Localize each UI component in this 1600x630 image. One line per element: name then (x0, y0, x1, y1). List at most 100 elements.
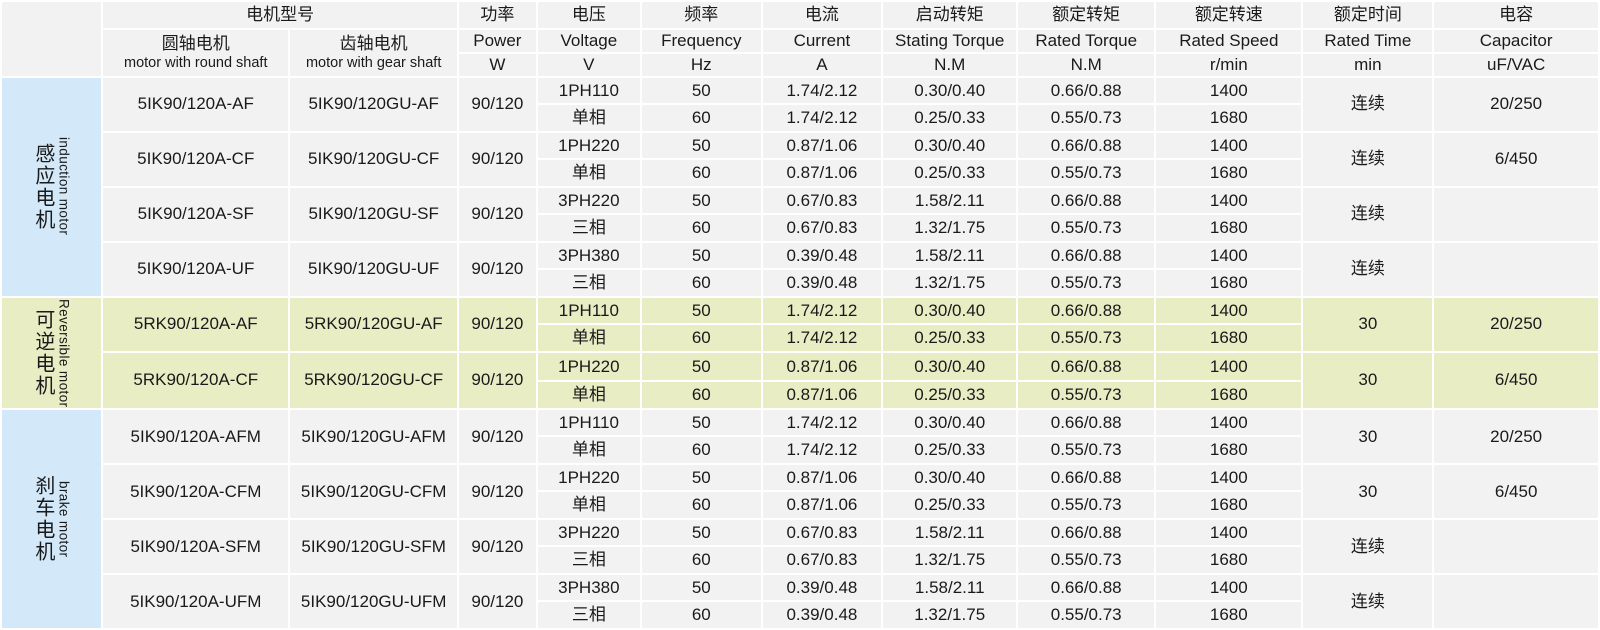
cell-power: 90/120 (459, 352, 536, 408)
header-category-corner (2, 2, 102, 76)
cell-capacitor (1434, 187, 1598, 241)
table-row: 单相 60 1.74/2.12 0.25/0.33 0.55/0.73 1680 (2, 325, 1598, 351)
cell-round-shaft-model: 5RK90/120A-CF (103, 352, 289, 408)
cell-rated-time: 连续 (1303, 77, 1433, 131)
cell-rated-speed: 1680 (1156, 270, 1302, 296)
header-cell-capacitor-cn: 电容 (1434, 2, 1598, 28)
cell-voltage: 单相 (537, 382, 640, 408)
cell-capacitor: 20/250 (1434, 297, 1598, 351)
cell-round-shaft-model: 5RK90/120A-AF (103, 297, 289, 351)
header-cell-power-cn: 功率 (459, 2, 536, 28)
cell-frequency: 60 (641, 547, 761, 573)
header-unit-frequency: Hz (641, 53, 761, 76)
cell-starting-torque: 0.30/0.40 (883, 409, 1017, 436)
table-row: 三相 60 0.67/0.83 1.32/1.75 0.55/0.73 1680 (2, 547, 1598, 573)
cell-capacitor: 6/450 (1434, 132, 1598, 186)
cell-rated-speed: 1680 (1156, 105, 1302, 131)
table-row: 5RK90/120A-CF 5RK90/120GU-CF 90/120 1PH220 5… (2, 352, 1598, 408)
header-cell-starting-torque-cn: 启动转矩 (883, 2, 1017, 28)
cell-current: 0.87/1.06 (762, 382, 882, 408)
cell-starting-torque: 0.30/0.40 (883, 77, 1017, 104)
header-cell-capacitor-en: Capacitor (1434, 30, 1598, 52)
cell-starting-torque: 0.30/0.40 (883, 352, 1017, 381)
table-row: 单相 60 0.87/1.06 0.25/0.33 0.55/0.73 1680 (2, 382, 1598, 408)
header-cell-starting-torque-en: Stating Torque (883, 30, 1017, 52)
cell-starting-torque: 0.25/0.33 (883, 325, 1017, 351)
table-row: 单相 60 0.87/1.06 0.25/0.33 0.55/0.73 1680 (2, 492, 1598, 518)
cell-starting-torque: 1.58/2.11 (883, 242, 1017, 269)
cell-gear-shaft-model: 5RK90/120GU-AF (290, 297, 458, 351)
cell-rated-speed: 1680 (1156, 547, 1302, 573)
header-gear-shaft-en: motor with gear shaft (305, 55, 442, 72)
header-cell-gear-shaft: 齿轴电机 motor with gear shaft (290, 30, 458, 76)
section-category-label: induction motor 感应电机 (2, 77, 102, 296)
cell-frequency: 50 (641, 132, 761, 159)
header-model-group-title: 电机型号 (103, 2, 458, 28)
cell-current: 0.87/1.06 (762, 132, 882, 159)
cell-rated-speed: 1680 (1156, 160, 1302, 186)
cell-round-shaft-model: 5IK90/120A-CFM (103, 464, 289, 518)
cell-power: 90/120 (459, 187, 536, 241)
cell-rated-speed: 1400 (1156, 464, 1302, 491)
cell-starting-torque: 0.25/0.33 (883, 105, 1017, 131)
table-row: 5IK90/120A-SFM 5IK90/120GU-SFM 90/120 3PH22… (2, 519, 1598, 573)
cell-gear-shaft-model: 5IK90/120GU-SFM (290, 519, 458, 573)
cell-round-shaft-model: 5IK90/120A-SFM (103, 519, 289, 573)
cell-current: 0.39/0.48 (762, 574, 882, 601)
cell-voltage: 单相 (537, 325, 640, 351)
cell-rated-torque: 0.66/0.88 (1018, 297, 1155, 324)
cell-frequency: 50 (641, 409, 761, 436)
cell-rated-speed: 1400 (1156, 297, 1302, 324)
cell-rated-speed: 1400 (1156, 242, 1302, 269)
cell-rated-torque: 0.55/0.73 (1018, 160, 1155, 186)
cell-capacitor: 20/250 (1434, 409, 1598, 463)
cell-starting-torque: 1.32/1.75 (883, 602, 1017, 628)
header-cell-current-cn: 电流 (762, 2, 882, 28)
cell-round-shaft-model: 5IK90/120A-SF (103, 187, 289, 241)
cell-rated-torque: 0.55/0.73 (1018, 437, 1155, 463)
header-cell-rated-speed-en: Rated Speed (1156, 30, 1302, 52)
cell-starting-torque: 1.32/1.75 (883, 547, 1017, 573)
table-row: brake motor 刹车电机 5IK90/120A-AFM 5IK90/120GU… (2, 409, 1598, 628)
header-unit-capacitor: uF/VAC (1434, 53, 1598, 76)
cell-voltage: 单相 (537, 105, 640, 131)
cell-rated-speed: 1400 (1156, 132, 1302, 159)
cell-frequency: 60 (641, 325, 761, 351)
cell-frequency: 60 (641, 105, 761, 131)
cell-frequency: 50 (641, 187, 761, 214)
cell-frequency: 50 (641, 464, 761, 491)
cell-frequency: 50 (641, 297, 761, 324)
cell-rated-time: 连续 (1303, 132, 1433, 186)
cell-starting-torque: 0.30/0.40 (883, 132, 1017, 159)
cell-power: 90/120 (459, 519, 536, 573)
cell-rated-speed: 1680 (1156, 437, 1302, 463)
cell-round-shaft-model: 5IK90/120A-AFM (103, 409, 289, 463)
header-cell-rated-speed-cn: 额定转速 (1156, 2, 1302, 28)
cell-gear-shaft-model: 5IK90/120GU-UFM (290, 574, 458, 628)
cell-rated-torque: 0.55/0.73 (1018, 492, 1155, 518)
cell-capacitor (1434, 519, 1598, 573)
cell-starting-torque: 0.25/0.33 (883, 437, 1017, 463)
header-cell-rated-time-en: Rated Time (1303, 30, 1433, 52)
header-unit-starting-torque: N.M (883, 53, 1017, 76)
cell-current: 1.74/2.12 (762, 437, 882, 463)
cell-power: 90/120 (459, 574, 536, 628)
cell-gear-shaft-model: 5IK90/120GU-AFM (290, 409, 458, 463)
cell-rated-torque: 0.66/0.88 (1018, 464, 1155, 491)
cell-current: 0.39/0.48 (762, 270, 882, 296)
cell-rated-speed: 1680 (1156, 215, 1302, 241)
table-row: 单相 60 1.74/2.12 0.25/0.33 0.55/0.73 1680 (2, 437, 1598, 463)
cell-starting-torque: 0.30/0.40 (883, 297, 1017, 324)
cell-rated-speed: 1400 (1156, 519, 1302, 546)
cell-rated-speed: 1680 (1156, 325, 1302, 351)
cell-rated-speed: 1400 (1156, 574, 1302, 601)
cell-rated-torque: 0.55/0.73 (1018, 602, 1155, 628)
cell-rated-speed: 1400 (1156, 352, 1302, 381)
table-row: 三相 60 0.67/0.83 1.32/1.75 0.55/0.73 1680 (2, 215, 1598, 241)
cell-voltage: 单相 (537, 160, 640, 186)
cell-frequency: 60 (641, 492, 761, 518)
cell-frequency: 50 (641, 77, 761, 104)
table-row: 单相 60 1.74/2.12 0.25/0.33 0.55/0.73 1680 (2, 105, 1598, 131)
cell-rated-torque: 0.66/0.88 (1018, 574, 1155, 601)
